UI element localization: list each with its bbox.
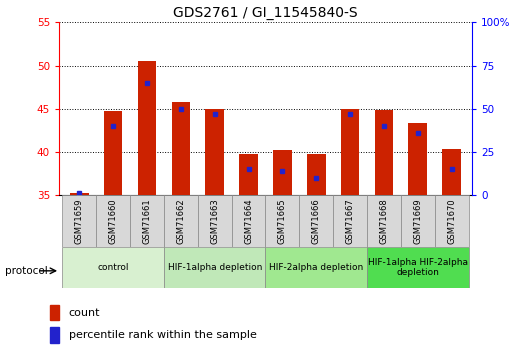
Bar xyxy=(130,195,164,247)
Bar xyxy=(164,195,198,247)
Bar xyxy=(63,195,96,247)
Title: GDS2761 / GI_11545840-S: GDS2761 / GI_11545840-S xyxy=(173,6,358,20)
Text: GSM71670: GSM71670 xyxy=(447,198,456,244)
Text: GSM71669: GSM71669 xyxy=(413,198,422,244)
Bar xyxy=(266,247,367,288)
Text: GSM71661: GSM71661 xyxy=(143,198,151,244)
Text: percentile rank within the sample: percentile rank within the sample xyxy=(69,330,256,340)
Bar xyxy=(50,305,58,320)
Text: HIF-2alpha depletion: HIF-2alpha depletion xyxy=(269,263,363,272)
Text: GSM71664: GSM71664 xyxy=(244,198,253,244)
Bar xyxy=(50,327,58,343)
Bar xyxy=(232,195,266,247)
Bar xyxy=(341,109,360,195)
Text: GSM71663: GSM71663 xyxy=(210,198,219,244)
Text: GSM71668: GSM71668 xyxy=(380,198,388,244)
Text: GSM71666: GSM71666 xyxy=(312,198,321,244)
Bar xyxy=(205,109,224,195)
Bar xyxy=(104,111,123,195)
Bar xyxy=(137,61,156,195)
Bar xyxy=(266,195,299,247)
Bar xyxy=(70,193,89,195)
Bar xyxy=(299,195,333,247)
Text: GSM71659: GSM71659 xyxy=(75,198,84,244)
Text: GSM71660: GSM71660 xyxy=(109,198,117,244)
Text: control: control xyxy=(97,263,129,272)
Bar xyxy=(442,149,461,195)
Text: HIF-1alpha depletion: HIF-1alpha depletion xyxy=(168,263,262,272)
Text: count: count xyxy=(69,308,100,318)
Bar xyxy=(307,155,326,195)
Bar xyxy=(367,247,468,288)
Bar xyxy=(435,195,468,247)
Text: HIF-1alpha HIF-2alpha
depletion: HIF-1alpha HIF-2alpha depletion xyxy=(368,258,468,277)
Bar xyxy=(401,195,435,247)
Bar xyxy=(333,195,367,247)
Bar xyxy=(273,150,292,195)
Bar xyxy=(374,110,393,195)
Bar xyxy=(171,102,190,195)
Text: GSM71662: GSM71662 xyxy=(176,198,185,244)
Bar xyxy=(164,247,266,288)
Bar xyxy=(96,195,130,247)
Bar xyxy=(63,247,164,288)
Bar xyxy=(367,195,401,247)
Bar xyxy=(239,155,258,195)
Text: protocol: protocol xyxy=(5,266,48,276)
Bar xyxy=(408,124,427,195)
Text: GSM71667: GSM71667 xyxy=(346,198,354,244)
Text: GSM71665: GSM71665 xyxy=(278,198,287,244)
Bar xyxy=(198,195,232,247)
